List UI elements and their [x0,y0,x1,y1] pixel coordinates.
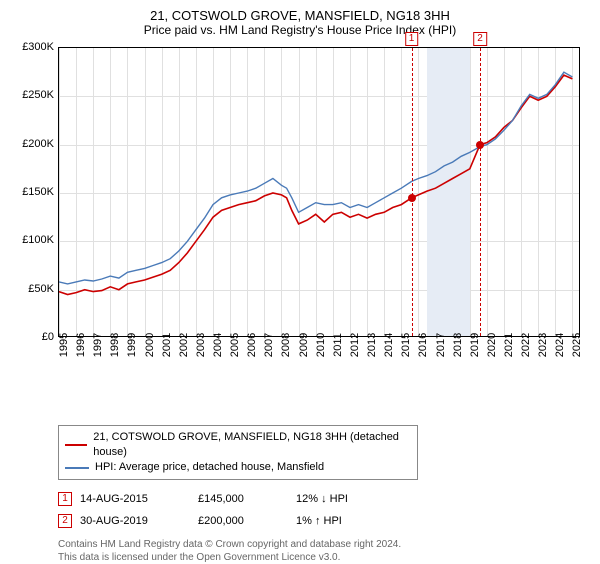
legend-label-2: HPI: Average price, detached house, Mans… [95,460,324,475]
y-axis-label: £300K [12,41,54,53]
x-axis-label: 2020 [486,333,498,357]
x-axis-label: 2001 [161,333,173,357]
record-row-1: 1 14-AUG-2015 £145,000 12% ↓ HPI [58,488,588,510]
x-axis-label: 1998 [109,333,121,357]
line-layer [59,48,581,338]
marker-label: 2 [473,32,487,46]
x-axis-label: 2016 [417,333,429,357]
x-axis-label: 2025 [571,333,583,357]
legend-swatch-2 [65,467,89,469]
legend-label-1: 21, COTSWOLD GROVE, MANSFIELD, NG18 3HH … [93,430,411,460]
record-date-2: 30-AUG-2019 [80,510,190,532]
y-axis-label: £100K [12,234,54,246]
legend-item-1: 21, COTSWOLD GROVE, MANSFIELD, NG18 3HH … [65,430,411,460]
x-axis-label: 2023 [537,333,549,357]
x-axis-label: 2004 [212,333,224,357]
legend-swatch-1 [65,444,87,446]
x-axis-label: 2018 [452,333,464,357]
series-price_paid [59,75,572,294]
x-axis-label: 1997 [92,333,104,357]
x-axis-label: 2022 [520,333,532,357]
record-badge-1: 1 [58,492,72,506]
x-axis-label: 2011 [332,333,344,357]
legend: 21, COTSWOLD GROVE, MANSFIELD, NG18 3HH … [58,425,418,480]
y-axis-label: £0 [12,331,54,343]
y-axis-label: £150K [12,186,54,198]
x-axis-label: 2003 [195,333,207,357]
y-axis-label: £250K [12,89,54,101]
x-axis-label: 2008 [280,333,292,357]
x-axis-label: 2006 [246,333,258,357]
record-badge-2: 2 [58,514,72,528]
sale-point-icon [476,141,484,149]
x-axis-label: 2012 [349,333,361,357]
record-date-1: 14-AUG-2015 [80,488,190,510]
x-axis-label: 2021 [503,333,515,357]
record-row-2: 2 30-AUG-2019 £200,000 1% ↑ HPI [58,510,588,532]
chart-subtitle: Price paid vs. HM Land Registry's House … [12,23,588,37]
chart-title: 21, COTSWOLD GROVE, MANSFIELD, NG18 3HH [12,8,588,23]
chart-area: £0 £50K £100K £150K £200K £250K £300K 12 1995 1… [12,43,588,383]
x-axis-label: 1995 [58,333,70,357]
x-axis-label: 1996 [75,333,87,357]
footer-line-1: Contains HM Land Registry data © Crown c… [58,538,588,551]
record-price-1: £145,000 [198,488,288,510]
x-axis-label: 2015 [400,333,412,357]
record-pct-1: 12% ↓ HPI [296,488,406,510]
x-axis-label: 2009 [298,333,310,357]
x-axis-label: 2017 [435,333,447,357]
x-axis-label: 2000 [144,333,156,357]
record-pct-2: 1% ↑ HPI [296,510,406,532]
x-axis-label: 2014 [383,333,395,357]
sale-point-icon [408,194,416,202]
x-axis-label: 2002 [178,333,190,357]
y-axis-label: £50K [12,283,54,295]
footer: Contains HM Land Registry data © Crown c… [58,538,588,564]
x-axis-label: 2010 [315,333,327,357]
marker-label: 1 [405,32,419,46]
legend-item-2: HPI: Average price, detached house, Mans… [65,460,411,475]
y-axis-label: £200K [12,138,54,150]
x-axis-label: 2007 [263,333,275,357]
footer-line-2: This data is licensed under the Open Gov… [58,551,588,564]
series-hpi [59,72,572,284]
x-axis-label: 2019 [469,333,481,357]
x-axis-label: 1999 [126,333,138,357]
x-axis-label: 2005 [229,333,241,357]
x-axis-label: 2013 [366,333,378,357]
record-price-2: £200,000 [198,510,288,532]
records: 1 14-AUG-2015 £145,000 12% ↓ HPI 2 30-AU… [58,488,588,532]
plot-area: 12 [58,47,580,337]
x-axis-label: 2024 [554,333,566,357]
